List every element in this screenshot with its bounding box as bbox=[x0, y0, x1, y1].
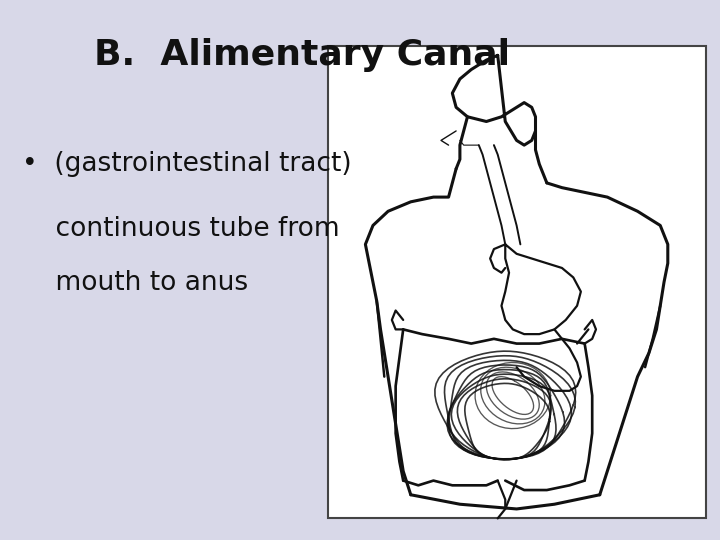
Text: B.  Alimentary Canal: B. Alimentary Canal bbox=[94, 38, 510, 72]
FancyBboxPatch shape bbox=[328, 46, 706, 518]
Text: continuous tube from: continuous tube from bbox=[22, 216, 339, 242]
Text: •  (gastrointestinal tract): • (gastrointestinal tract) bbox=[22, 151, 351, 177]
Text: mouth to anus: mouth to anus bbox=[22, 270, 248, 296]
